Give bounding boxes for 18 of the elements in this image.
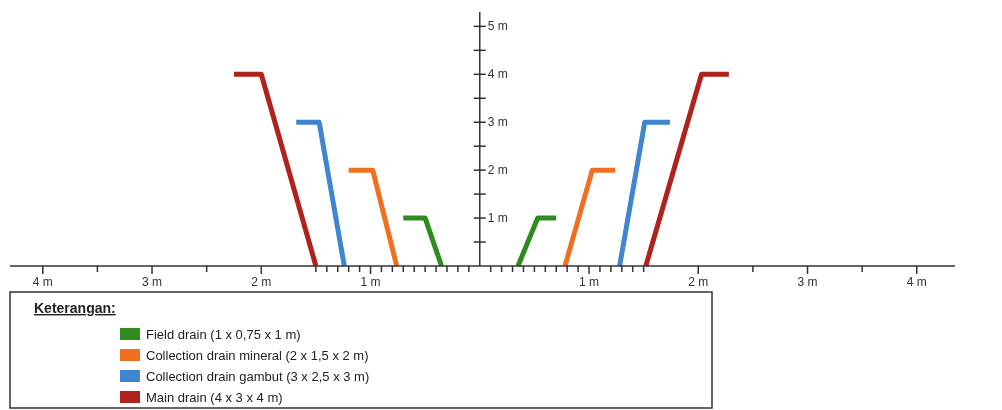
legend-label: Collection drain gambut (3 x 2,5 x 3 m) <box>146 369 370 384</box>
y-tick-label: 1 m <box>487 211 508 226</box>
x-tick-label: 3 m <box>797 275 818 289</box>
y-tick-label: 3 m <box>487 115 508 130</box>
x-tick-label: 1 m <box>360 275 381 289</box>
x-tick-label: 1 m <box>579 275 600 289</box>
x-tick-label: 4 m <box>32 275 53 289</box>
legend-label: Main drain (4 x 3 x 4 m) <box>146 390 283 405</box>
legend-label: Collection drain mineral (2 x 1,5 x 2 m) <box>146 348 369 363</box>
legend-title: Keterangan: <box>34 300 116 316</box>
x-tick-label: 2 m <box>688 275 709 289</box>
y-tick-label: 5 m <box>487 19 508 34</box>
y-tick-label: 2 m <box>487 163 508 178</box>
legend-label: Field drain (1 x 0,75 x 1 m) <box>146 327 301 342</box>
y-tick-label: 4 m <box>487 67 508 82</box>
x-tick-label: 4 m <box>906 275 927 289</box>
x-tick-label: 3 m <box>142 275 163 289</box>
x-tick-label: 2 m <box>251 275 272 289</box>
